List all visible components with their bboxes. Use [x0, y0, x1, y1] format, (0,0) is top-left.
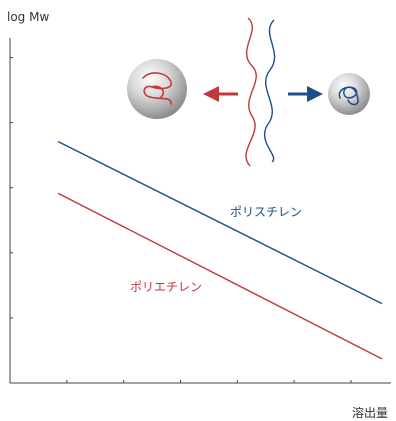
right-arrow-icon — [288, 86, 323, 102]
x-axis-label: 溶出量 — [351, 406, 388, 420]
polymer-chains-icon — [245, 17, 276, 167]
small-polymer-sphere-icon — [328, 73, 370, 115]
y-axis-label: log Mw — [7, 10, 50, 24]
left-arrow-icon — [203, 86, 238, 102]
series-line-0 — [57, 140, 383, 305]
series-line-1 — [57, 192, 383, 360]
series-label-polystyrene: ポリスチレン — [230, 205, 302, 219]
axis-ticks — [10, 57, 352, 383]
series-label-polyethylene: ポリエチレン — [130, 280, 202, 294]
series-group — [57, 140, 383, 360]
large-polymer-sphere-icon — [127, 59, 187, 119]
